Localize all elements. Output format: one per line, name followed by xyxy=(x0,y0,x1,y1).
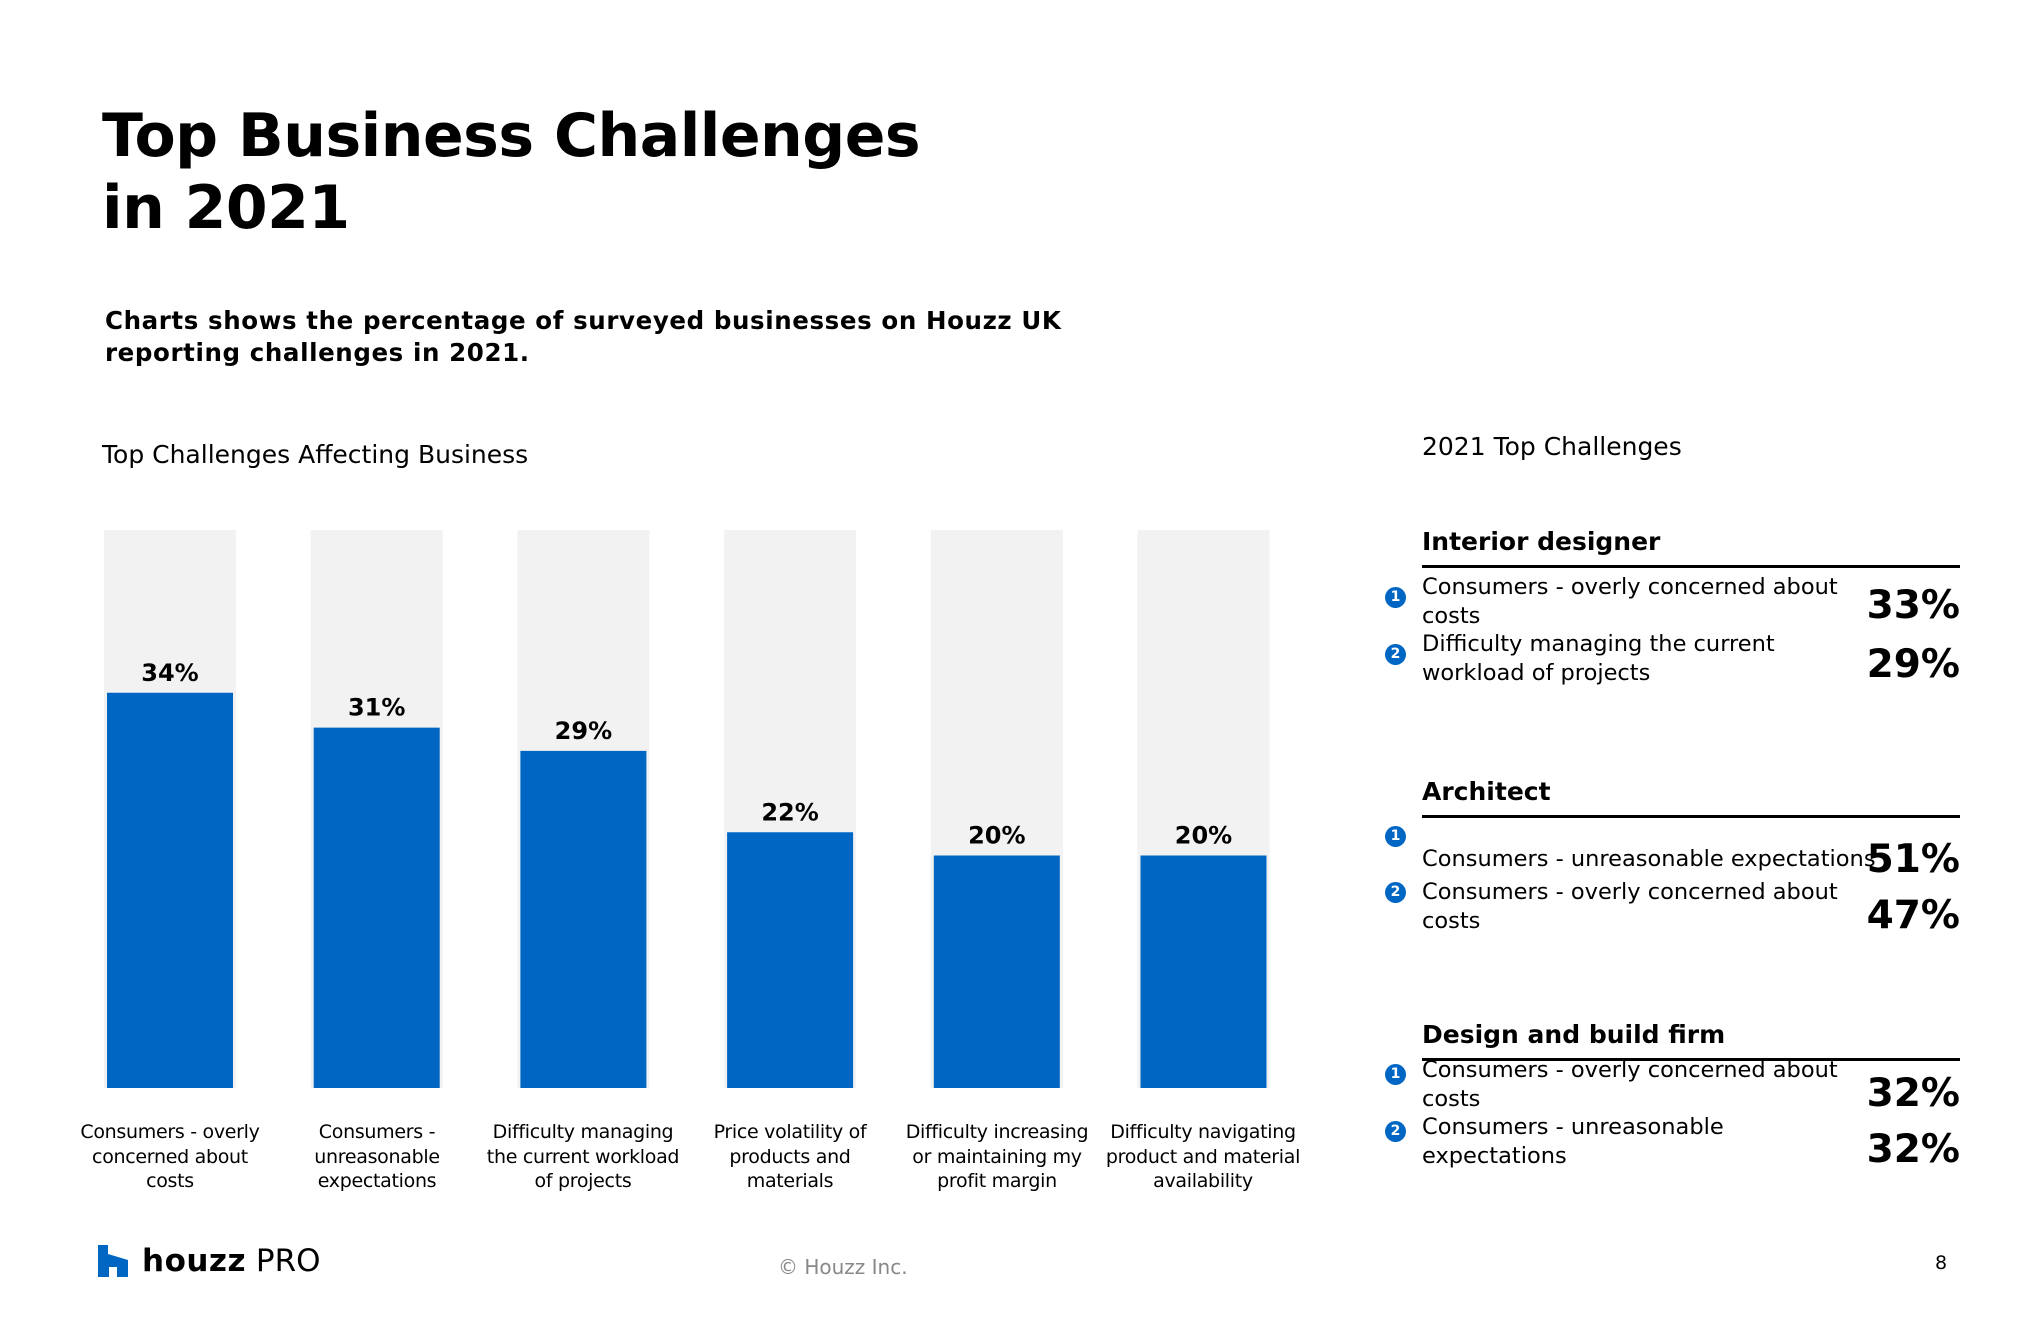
logo-product: PRO xyxy=(255,1243,321,1279)
challenge-text: Consumers - overly concerned about costs xyxy=(1422,574,1838,629)
group-divider xyxy=(1422,1058,1960,1061)
copyright: © Houzz Inc. xyxy=(778,1255,908,1279)
category-label: Difficulty navigating product and materi… xyxy=(1105,1121,1301,1192)
challenge-text: Difficulty managing the current workload… xyxy=(1422,631,1775,686)
page-title: Top Business Challenges in 2021 xyxy=(102,101,921,243)
rank-2-icon: 2 xyxy=(1385,644,1406,665)
group-heading: Architect xyxy=(1422,777,1551,806)
rank-1-icon: 1 xyxy=(1385,1064,1406,1085)
challenge-text: Consumers - unreasonable expectations xyxy=(1422,846,1876,872)
chart-title: Top Challenges Affecting Business xyxy=(102,440,529,469)
bar xyxy=(107,692,233,1088)
rank-2-icon: 2 xyxy=(1385,882,1406,903)
bar xyxy=(1140,855,1267,1088)
houzz-logo-icon xyxy=(98,1245,128,1277)
challenge-text: Consumers - overly concerned about costs xyxy=(1422,1057,1838,1112)
bar-value-label: 20% xyxy=(968,822,1025,850)
category-label: Difficulty increasing or maintaining my … xyxy=(905,1121,1089,1192)
category-label: Price volatility of products and materia… xyxy=(713,1121,867,1192)
group-heading: Design and build firm xyxy=(1422,1020,1726,1049)
rank-1-icon: 1 xyxy=(1385,826,1406,847)
challenge-percent: 32% xyxy=(1866,1127,1960,1172)
group-divider xyxy=(1422,815,1960,818)
rank-1-icon: 1 xyxy=(1385,587,1406,608)
bar xyxy=(933,855,1060,1088)
bar-value-label: 34% xyxy=(141,659,198,687)
page-number: 8 xyxy=(1935,1252,1948,1274)
challenge-text: Consumers - overly concerned about costs xyxy=(1422,879,1838,934)
page-subtitle: Charts shows the percentage of surveyed … xyxy=(105,306,1062,367)
bar-value-label: 31% xyxy=(348,694,405,722)
rank-2-icon: 2 xyxy=(1385,1121,1406,1142)
bar-value-label: 22% xyxy=(761,798,818,826)
group-divider xyxy=(1422,565,1960,568)
bar-value-label: 20% xyxy=(1175,822,1232,850)
category-label: Consumers - unreasonable expectations xyxy=(314,1121,440,1192)
challenge-percent: 32% xyxy=(1866,1071,1960,1116)
category-label: Difficulty managing the current workload… xyxy=(486,1121,680,1192)
challenge-percent: 29% xyxy=(1866,642,1960,687)
sidebar-title: 2021 Top Challenges xyxy=(1422,432,1682,461)
bar xyxy=(313,727,440,1088)
challenge-percent: 33% xyxy=(1866,583,1960,628)
category-label: Consumers - overly concerned about costs xyxy=(80,1121,260,1192)
challenge-text: Consumers - unreasonable expectations xyxy=(1422,1114,1724,1169)
challenge-percent: 51% xyxy=(1866,837,1960,882)
bar xyxy=(520,750,647,1088)
logo-brand: houzz xyxy=(142,1243,247,1279)
bar xyxy=(727,832,854,1088)
bar-value-label: 29% xyxy=(555,717,612,745)
group-heading: Interior designer xyxy=(1422,527,1661,556)
challenge-percent: 47% xyxy=(1866,893,1960,938)
bar-chart: 34% 31% 29% 22% 20% 20% xyxy=(104,530,1270,1088)
